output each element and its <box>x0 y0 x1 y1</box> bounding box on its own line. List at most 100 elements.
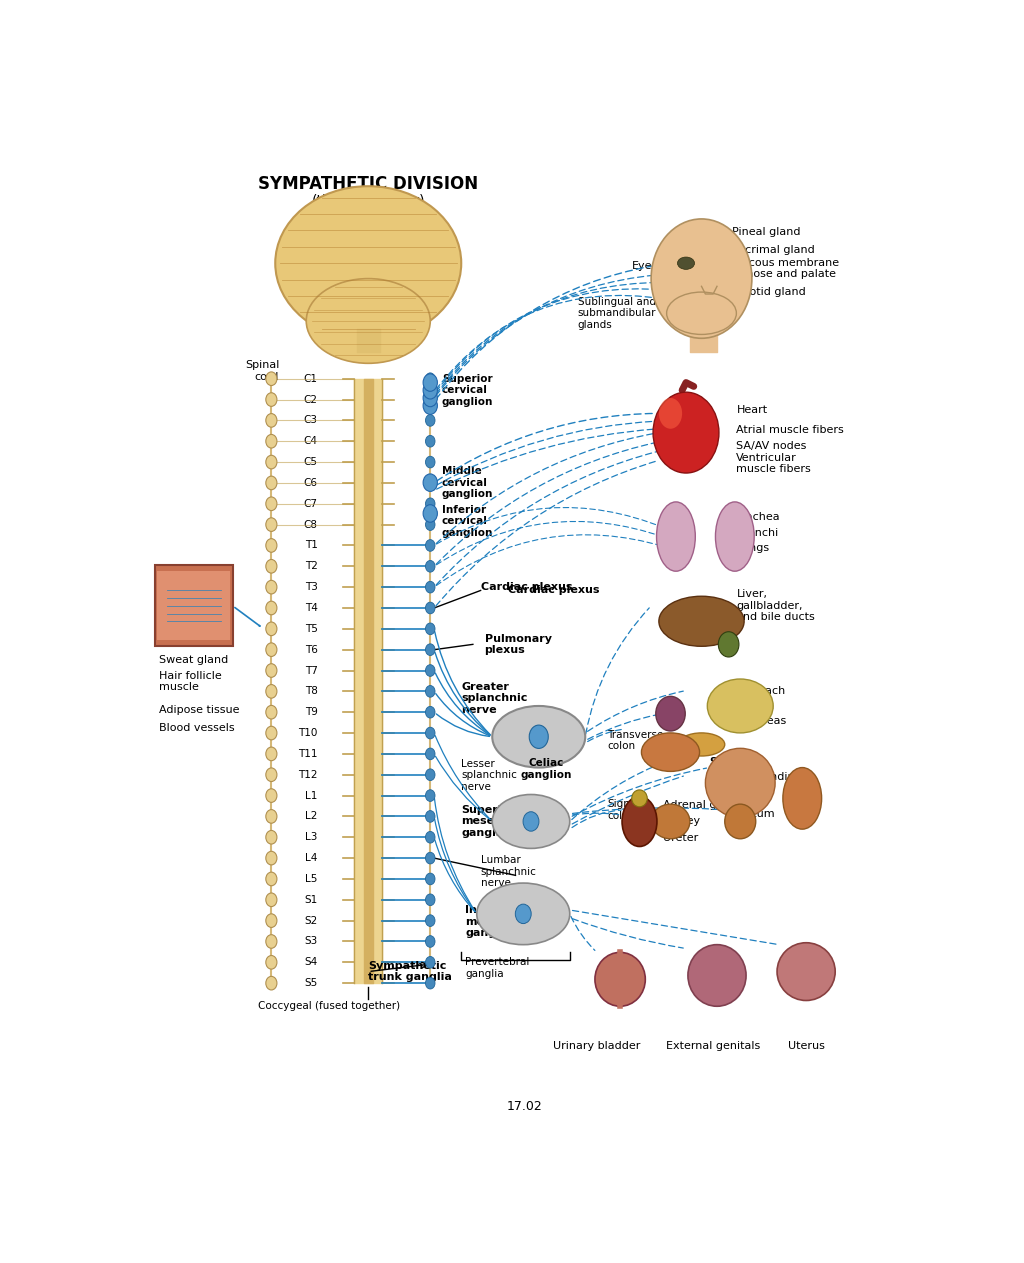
Ellipse shape <box>275 186 461 340</box>
Circle shape <box>266 434 276 448</box>
Text: T12: T12 <box>298 769 317 779</box>
Text: Lumbar
splanchnic
nerve: Lumbar splanchnic nerve <box>480 855 537 888</box>
Circle shape <box>266 893 276 907</box>
Text: C8: C8 <box>304 519 317 529</box>
Circle shape <box>266 768 276 782</box>
Circle shape <box>426 769 435 781</box>
Text: Descending
colon: Descending colon <box>736 772 802 793</box>
Text: C7: C7 <box>304 499 317 509</box>
Ellipse shape <box>493 706 586 768</box>
Ellipse shape <box>716 501 755 571</box>
Circle shape <box>426 602 435 614</box>
Ellipse shape <box>651 805 690 839</box>
Text: Superior
cervical
ganglion: Superior cervical ganglion <box>442 374 494 407</box>
Circle shape <box>426 414 435 426</box>
Text: Atrial muscle fibers: Atrial muscle fibers <box>736 426 844 436</box>
Text: T2: T2 <box>305 561 317 571</box>
Text: Kidney: Kidney <box>663 816 700 826</box>
Ellipse shape <box>306 279 430 364</box>
Circle shape <box>266 601 276 615</box>
Text: C6: C6 <box>304 477 317 488</box>
Circle shape <box>266 873 276 885</box>
Circle shape <box>266 663 276 677</box>
Text: Parotid gland: Parotid gland <box>732 287 806 297</box>
Circle shape <box>426 477 435 489</box>
Text: Spinal
cord: Spinal cord <box>245 360 280 381</box>
Circle shape <box>266 496 276 510</box>
Ellipse shape <box>595 952 645 1007</box>
Ellipse shape <box>678 733 725 757</box>
Circle shape <box>266 560 276 573</box>
Circle shape <box>523 812 539 831</box>
Text: Lacrimal gland: Lacrimal gland <box>732 245 815 255</box>
Text: S1: S1 <box>304 894 317 904</box>
Circle shape <box>266 393 276 407</box>
FancyArrowPatch shape <box>234 608 260 626</box>
Circle shape <box>423 381 437 399</box>
Circle shape <box>426 456 435 467</box>
Ellipse shape <box>622 797 657 846</box>
Circle shape <box>426 581 435 592</box>
Circle shape <box>266 789 276 802</box>
Text: Middle
cervical
ganglion: Middle cervical ganglion <box>442 466 494 499</box>
Circle shape <box>266 476 276 490</box>
Ellipse shape <box>641 733 699 772</box>
Text: Lungs: Lungs <box>736 543 769 553</box>
Circle shape <box>426 894 435 906</box>
Circle shape <box>266 580 276 594</box>
Text: Ventricular
muscle fibers: Ventricular muscle fibers <box>736 452 811 474</box>
Circle shape <box>426 978 435 989</box>
Text: Bronchi: Bronchi <box>736 528 778 538</box>
Text: T3: T3 <box>305 582 317 592</box>
Text: Small
intestine: Small intestine <box>710 757 762 778</box>
Text: Adipose tissue: Adipose tissue <box>159 705 240 715</box>
Circle shape <box>426 956 435 969</box>
Circle shape <box>266 371 276 385</box>
Ellipse shape <box>655 696 685 731</box>
Text: Adrenal gland: Adrenal gland <box>663 799 740 810</box>
Text: S5: S5 <box>304 978 317 988</box>
Text: T5: T5 <box>305 624 317 634</box>
Circle shape <box>426 831 435 844</box>
Circle shape <box>266 706 276 719</box>
Text: Inferior
cervical
ganglion: Inferior cervical ganglion <box>442 504 494 538</box>
Circle shape <box>266 643 276 657</box>
Text: L4: L4 <box>305 853 317 863</box>
Text: L2: L2 <box>305 811 317 821</box>
Text: S2: S2 <box>304 916 317 926</box>
Circle shape <box>266 831 276 844</box>
Text: Coccygeal (fused together): Coccygeal (fused together) <box>258 1002 400 1012</box>
Circle shape <box>266 621 276 635</box>
Circle shape <box>515 904 531 923</box>
Circle shape <box>426 914 435 927</box>
Ellipse shape <box>632 789 647 807</box>
Circle shape <box>423 474 437 491</box>
Circle shape <box>266 538 276 552</box>
Circle shape <box>718 632 739 657</box>
Text: Trachea: Trachea <box>736 513 780 523</box>
Circle shape <box>426 498 435 509</box>
Circle shape <box>426 811 435 822</box>
FancyBboxPatch shape <box>155 565 232 645</box>
Text: C2: C2 <box>304 394 317 404</box>
Ellipse shape <box>493 794 569 849</box>
Text: Rectum: Rectum <box>732 808 775 818</box>
Text: Eye: Eye <box>632 260 652 270</box>
Ellipse shape <box>706 748 775 817</box>
Text: L5: L5 <box>305 874 317 884</box>
Text: Pancreas: Pancreas <box>736 716 786 726</box>
Text: C3: C3 <box>304 416 317 426</box>
Circle shape <box>426 686 435 697</box>
Text: Mucous membrane
of nose and palate: Mucous membrane of nose and palate <box>732 258 840 279</box>
Circle shape <box>426 748 435 760</box>
Text: L1: L1 <box>305 791 317 801</box>
Circle shape <box>426 436 435 447</box>
Text: Blood vessels: Blood vessels <box>159 722 234 733</box>
Circle shape <box>423 374 437 392</box>
Text: C1: C1 <box>304 374 317 384</box>
Text: Transverse
colon: Transverse colon <box>607 730 664 751</box>
Circle shape <box>426 936 435 947</box>
Circle shape <box>266 518 276 532</box>
Circle shape <box>266 851 276 865</box>
Text: T11: T11 <box>298 749 317 759</box>
